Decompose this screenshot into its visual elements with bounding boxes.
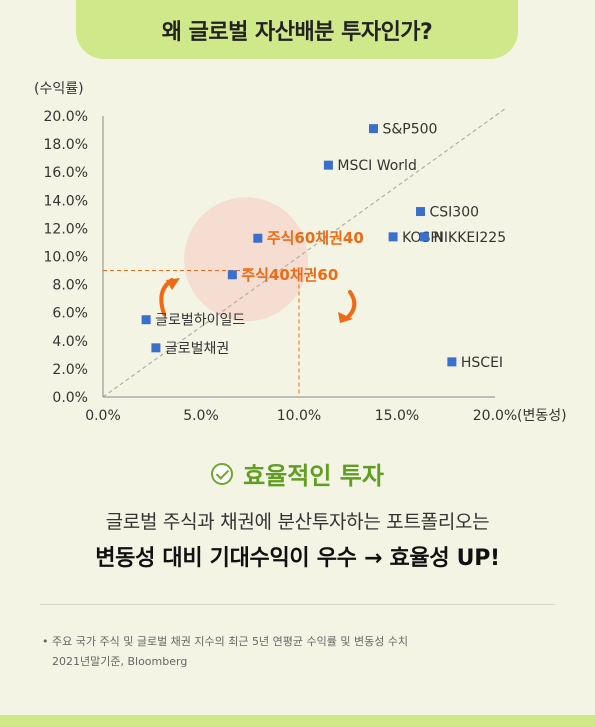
data-point (141, 315, 151, 325)
page-title: 왜 글로벌 자산배분 투자인가? (161, 19, 433, 45)
data-point (416, 207, 426, 217)
y-tick-label: 20.0% (44, 109, 88, 125)
footnote-line-1: 주요 국가 주식 및 글로벌 채권 지수의 최근 5년 연평균 수익률 및 변동… (52, 635, 409, 648)
title-banner: 왜 글로벌 자산배분 투자인가? (76, 0, 518, 59)
data-label: HSCEI (461, 355, 503, 371)
data-label: CSI300 (430, 205, 480, 221)
bottom-bar (0, 715, 595, 727)
y-tick-label: 0.0% (52, 390, 88, 406)
y-tick-label: 6.0% (52, 306, 88, 322)
y-tick-label: 4.0% (52, 334, 88, 350)
data-point (227, 270, 237, 280)
x-tick-label: 10.0% (277, 408, 321, 424)
data-point (151, 343, 161, 353)
footnote-bullet: • (42, 635, 49, 648)
highlight-line: 변동성 대비 기대수익이 우수 → 효율성 UP! (95, 546, 500, 571)
diagonal-line (102, 108, 506, 398)
data-label: NIKKEI225 (433, 230, 506, 246)
arrow-up-icon-head (166, 278, 180, 290)
y-tick-label: 8.0% (52, 278, 88, 294)
footnote-line-2: 2021년말기준, Bloomberg (52, 655, 188, 668)
y-tick-label: 14.0% (44, 193, 88, 209)
data-label: 주식60채권40 (267, 229, 364, 247)
headline-text: 효율적인 투자 (243, 462, 384, 490)
data-point (368, 124, 378, 134)
data-label: 글로벌채권 (165, 341, 229, 357)
data-point (388, 232, 398, 242)
data-label: S&P500 (382, 122, 437, 138)
arrow-down-icon (345, 290, 357, 320)
x-tick-label: 0.0% (85, 408, 121, 424)
x-tick-label: 15.0% (375, 408, 419, 424)
y-tick-label: 10.0% (44, 250, 88, 266)
data-label: 글로벌하이일드 (155, 313, 245, 329)
data-point (419, 232, 429, 242)
data-label: MSCI World (337, 158, 416, 174)
subtitle: 글로벌 주식과 채권에 분산투자하는 포트폴리오는 (105, 511, 490, 533)
x-axis-label: (변동성) (517, 408, 567, 424)
y-tick-label: 16.0% (44, 165, 88, 181)
x-tick-label: 20.0% (473, 408, 517, 424)
footnote: • 주요 국가 주식 및 글로벌 채권 지수의 최근 5년 연평균 수익률 및 … (42, 632, 409, 672)
headline: 효율적인 투자 (0, 456, 595, 491)
data-point (447, 357, 457, 367)
divider (40, 604, 555, 605)
y-tick-label: 2.0% (52, 362, 88, 378)
y-tick-label: 12.0% (44, 221, 88, 237)
check-circle-icon (211, 462, 234, 485)
highlight-circle (184, 197, 309, 322)
scatter-chart: 0.0% 2.0% 4.0% 6.0% 8.0% 10.0% 12.0% 14.0% 16.0%… (34, 81, 567, 424)
arrow-down-icon-head (338, 312, 353, 323)
x-tick-label: 5.0% (183, 408, 219, 424)
data-point (323, 160, 333, 170)
y-tick-label: 18.0% (44, 137, 88, 153)
data-label: 주식40채권60 (241, 266, 338, 284)
y-axis-label: (수익률) (34, 81, 84, 97)
data-point (253, 233, 263, 243)
